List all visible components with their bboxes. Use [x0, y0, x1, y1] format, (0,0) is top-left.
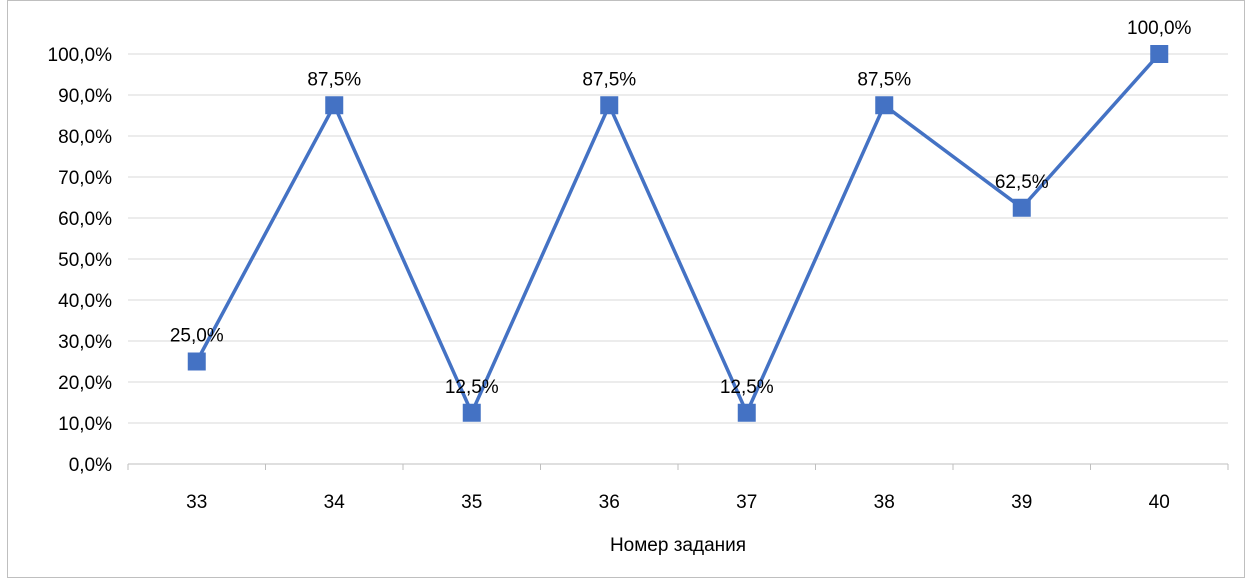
y-tick-label: 70,0% [58, 168, 112, 189]
series-line [195, 52, 1161, 415]
data-point-marker [1012, 198, 1031, 217]
y-tick-label: 90,0% [58, 86, 112, 107]
data-label: 100,0% [1127, 18, 1192, 39]
y-tick-label: 20,0% [58, 373, 112, 394]
x-tick-label: 40 [1149, 492, 1170, 513]
data-label: 25,0% [170, 326, 224, 347]
data-label: 87,5% [857, 69, 911, 90]
y-tick-label: 80,0% [58, 127, 112, 148]
data-point-marker [462, 403, 481, 422]
y-tick-label: 10,0% [58, 414, 112, 435]
y-tick-label: 100,0% [48, 45, 113, 66]
data-label: 87,5% [582, 69, 636, 90]
data-point-marker [600, 96, 619, 115]
data-point-marker [875, 96, 894, 115]
data-label: 12,5% [720, 377, 774, 398]
x-tick-label: 33 [186, 492, 207, 513]
data-point-marker [737, 403, 756, 422]
data-point-marker [325, 96, 344, 115]
data-point-marker [1150, 45, 1169, 63]
data-label: 12,5% [445, 377, 499, 398]
y-tick-label: 0,0% [69, 455, 112, 476]
x-tick-label: 36 [599, 492, 620, 513]
x-tick-label: 39 [1011, 492, 1032, 513]
x-tick-label: 34 [324, 492, 346, 513]
x-tick-label: 37 [736, 492, 757, 513]
y-tick-label: 30,0% [58, 332, 112, 353]
x-axis-title: Номер задания [610, 535, 746, 556]
data-label: 62,5% [995, 172, 1049, 193]
x-tick-label: 35 [461, 492, 482, 513]
y-tick-label: 40,0% [58, 291, 112, 312]
x-tick-label: 38 [874, 492, 895, 513]
y-tick-label: 60,0% [58, 209, 112, 230]
y-tick-label: 50,0% [58, 250, 112, 271]
data-label: 87,5% [307, 69, 361, 90]
chart-frame [7, 0, 1245, 578]
data-point-marker [187, 352, 206, 371]
